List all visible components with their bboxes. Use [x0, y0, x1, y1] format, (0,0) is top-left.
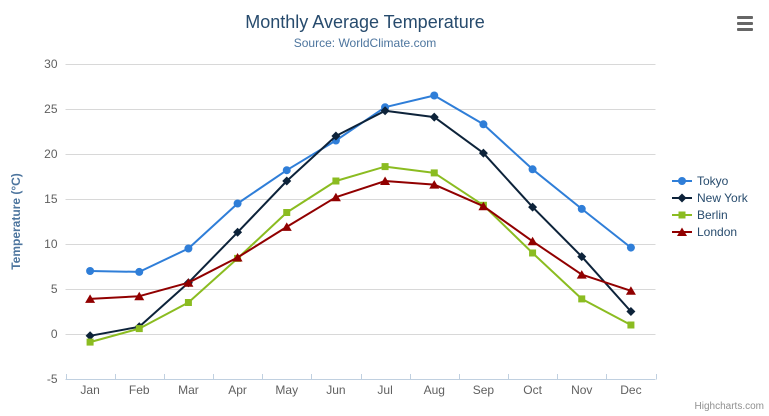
chart-context-menu-button[interactable] [733, 12, 757, 34]
series-marker-berlin[interactable] [627, 321, 635, 329]
series-marker-london[interactable] [429, 180, 440, 189]
series-marker-new-york[interactable] [626, 307, 636, 316]
series-marker-london[interactable] [478, 201, 489, 211]
series-marker-berlin[interactable] [381, 163, 389, 171]
series-marker-london[interactable] [232, 253, 243, 262]
legend-item-tokyo[interactable]: Tokyo [672, 174, 748, 188]
legend-label-new-york: New York [697, 191, 748, 205]
highcharts-credit[interactable]: Highcharts.com [694, 401, 764, 412]
series-marker-new-york[interactable] [85, 331, 95, 341]
x-axis-label: Jun [326, 383, 345, 397]
x-axis-label: May [275, 383, 298, 397]
legend-symbol-tokyo [672, 177, 692, 185]
x-axis-label: Apr [228, 383, 247, 397]
series-marker-london[interactable] [330, 192, 341, 202]
x-axis-label: Jul [377, 383, 392, 397]
series-line-london [90, 180, 632, 300]
hamburger-icon [737, 27, 753, 31]
series-marker-new-york[interactable] [577, 252, 587, 262]
chart-legend: Tokyo New York Berlin London [672, 174, 748, 239]
series-line-tokyo [90, 94, 632, 273]
series-marker-tokyo[interactable] [528, 165, 537, 174]
series-line-berlin [89, 165, 632, 344]
series-marker-berlin[interactable] [86, 338, 94, 346]
series-marker-tokyo[interactable] [282, 166, 291, 175]
y-axis-label: 15 [44, 192, 58, 206]
series-marker-new-york[interactable] [331, 131, 341, 141]
x-axis-label: Jan [80, 383, 99, 397]
series-marker-berlin[interactable] [135, 325, 143, 333]
series-marker-london[interactable] [527, 236, 538, 246]
series-marker-new-york[interactable] [478, 148, 488, 158]
y-axis-label: 30 [44, 57, 58, 71]
legend-symbol-berlin [672, 211, 692, 219]
series-marker-tokyo[interactable] [86, 267, 95, 275]
series-marker-new-york[interactable] [528, 202, 538, 212]
series-marker-tokyo[interactable] [430, 91, 439, 100]
legend-symbol-london [672, 227, 692, 236]
series-marker-berlin[interactable] [529, 249, 537, 257]
y-axis-title: Temperature (°C) [9, 173, 23, 270]
series-marker-tokyo[interactable] [626, 243, 635, 252]
series-marker-berlin[interactable] [430, 169, 438, 177]
x-axis-label: Feb [129, 383, 150, 397]
series-marker-london[interactable] [281, 222, 292, 231]
series-marker-london[interactable] [85, 294, 96, 303]
chart-subtitle: Source: WorldClimate.com [293, 36, 437, 50]
series-marker-berlin[interactable] [578, 295, 586, 303]
y-axis-label: 10 [44, 237, 58, 251]
series-marker-tokyo[interactable] [135, 267, 144, 276]
y-axis-label: 5 [51, 282, 58, 296]
series-marker-london[interactable] [625, 286, 636, 295]
legend-item-berlin[interactable]: Berlin [672, 208, 748, 222]
x-axis-label: Oct [523, 383, 542, 397]
series-marker-berlin[interactable] [332, 177, 340, 185]
y-axis-label: 25 [44, 102, 58, 116]
legend-label-tokyo: Tokyo [697, 174, 729, 188]
x-axis-label: Sep [473, 383, 495, 397]
x-axis-label: Aug [424, 383, 445, 397]
series-marker-tokyo[interactable] [577, 204, 586, 213]
legend-marker-berlin [678, 211, 686, 219]
x-axis-label: Dec [620, 383, 641, 397]
legend-marker-new-york [677, 193, 687, 203]
x-axis-label: Mar [178, 383, 199, 397]
series-line-new-york [89, 109, 632, 337]
y-axis-label: 20 [44, 147, 58, 161]
series-marker-tokyo[interactable] [233, 199, 242, 208]
legend-item-london[interactable]: London [672, 225, 748, 239]
legend-label-berlin: Berlin [697, 208, 728, 222]
series-marker-new-york[interactable] [429, 112, 439, 122]
series-marker-london[interactable] [134, 291, 145, 301]
hamburger-icon [737, 15, 753, 19]
series-marker-new-york[interactable] [233, 227, 243, 237]
series-marker-london[interactable] [576, 270, 587, 279]
series-marker-tokyo[interactable] [184, 244, 193, 253]
legend-label-london: London [697, 225, 738, 239]
chart-title: Monthly Average Temperature [245, 12, 485, 32]
series-marker-berlin[interactable] [283, 209, 291, 216]
legend-marker-london [677, 227, 687, 236]
legend-item-new-york[interactable]: New York [672, 191, 748, 205]
series-marker-tokyo[interactable] [479, 120, 488, 129]
hamburger-icon [737, 21, 753, 25]
series-marker-london[interactable] [183, 278, 194, 287]
legend-marker-tokyo [678, 177, 686, 185]
series-marker-london[interactable] [380, 176, 391, 186]
legend-symbol-new-york [672, 193, 692, 203]
series-marker-new-york[interactable] [380, 106, 390, 116]
y-axis-label: 0 [51, 327, 58, 341]
y-axis-label: -5 [47, 372, 58, 386]
x-axis-label: Nov [571, 383, 592, 397]
series-marker-berlin[interactable] [184, 299, 192, 306]
series-marker-new-york[interactable] [282, 176, 292, 186]
